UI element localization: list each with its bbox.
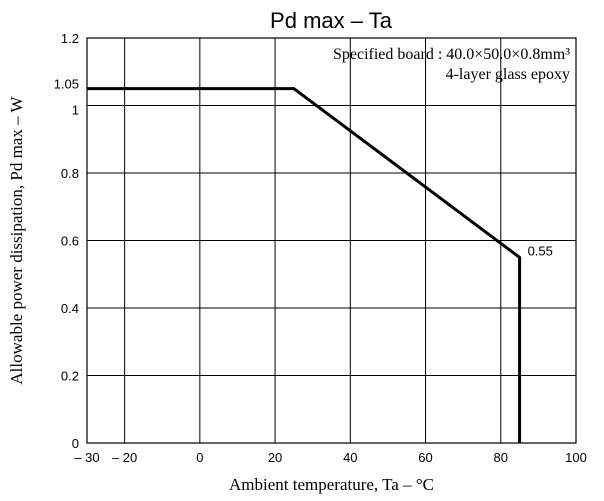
- x-tick-label: 40: [343, 450, 357, 465]
- x-tick-label: 20: [268, 450, 282, 465]
- x-tick-label: 80: [494, 450, 508, 465]
- y-axis-label: Allowable power dissipation, Pd max – W: [7, 95, 26, 384]
- x-tick-label: – 20: [112, 450, 137, 465]
- x-tick-label: 0: [196, 450, 203, 465]
- y-tick-label: 1.05: [54, 77, 79, 92]
- y-tick-label: 1: [72, 103, 79, 118]
- x-tick-label: 100: [565, 450, 587, 465]
- y-tick-label: 1.2: [61, 31, 79, 46]
- x-axis-label: Ambient temperature, Ta – °C: [229, 475, 434, 494]
- x-tick-label: 60: [418, 450, 432, 465]
- x-tick-labels: – 30 – 20 0 20 40 60 80 100: [74, 450, 587, 465]
- board-type-note: 4-layer glass epoxy: [446, 66, 570, 83]
- plot-frame: [86, 37, 577, 444]
- board-spec-note: Specified board : 40.0×50.0×0.8mm³: [333, 46, 570, 63]
- y-tick-label: 0: [72, 436, 79, 451]
- y-tick-label: 0.4: [61, 301, 79, 316]
- derating-curve-layer: [87, 87, 522, 443]
- y-tick-labels: 0 0.2 0.4 0.6 0.8 1 1.05 1.2: [54, 31, 79, 451]
- x-tick-label: – 30: [74, 450, 99, 465]
- chart-title: Pd max – Ta: [270, 8, 393, 33]
- grid-lines: [87, 38, 576, 443]
- end-point-label: 0.55: [528, 243, 553, 258]
- y-tick-label: 0.8: [61, 166, 79, 181]
- y-tick-label: 0.2: [61, 369, 79, 384]
- derating-curve: [87, 87, 522, 443]
- y-tick-label: 0.6: [61, 234, 79, 249]
